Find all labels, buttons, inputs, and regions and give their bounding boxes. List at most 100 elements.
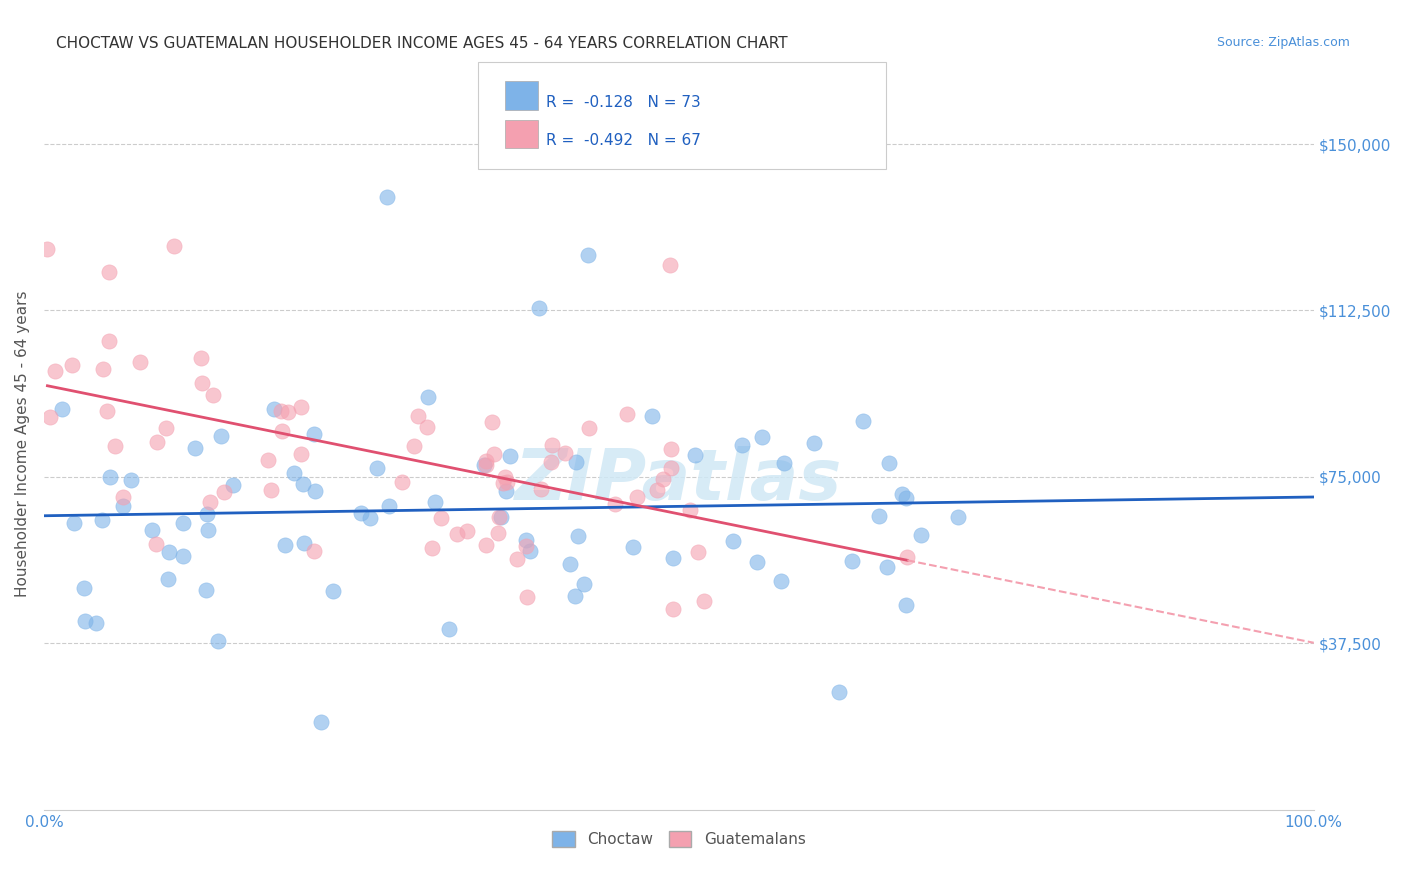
Point xyxy=(63,516,86,530)
Point xyxy=(184,441,207,455)
Point xyxy=(603,497,626,511)
Point xyxy=(270,404,292,418)
Point xyxy=(191,376,214,390)
Point xyxy=(852,414,875,428)
Point xyxy=(141,523,163,537)
Point xyxy=(304,427,326,442)
Point xyxy=(659,258,682,272)
Point xyxy=(302,543,325,558)
Point xyxy=(207,633,229,648)
Text: ZIPatlas: ZIPatlas xyxy=(515,446,842,515)
Point xyxy=(484,447,506,461)
Point xyxy=(416,420,439,434)
Point xyxy=(530,483,553,497)
Point xyxy=(876,560,898,574)
Point xyxy=(488,509,510,524)
Point xyxy=(263,402,285,417)
Point xyxy=(731,438,754,452)
Legend: Choctaw, Guatemalans: Choctaw, Guatemalans xyxy=(546,825,811,854)
Point xyxy=(221,478,243,492)
Point xyxy=(516,590,538,604)
Point xyxy=(366,460,388,475)
Point xyxy=(274,538,297,552)
Point xyxy=(894,598,917,612)
Point xyxy=(616,407,638,421)
Point xyxy=(948,509,970,524)
Y-axis label: Householder Income Ages 45 - 64 years: Householder Income Ages 45 - 64 years xyxy=(15,291,30,597)
Point xyxy=(277,405,299,419)
Point xyxy=(96,404,118,418)
Point xyxy=(721,533,744,548)
Point xyxy=(309,715,332,730)
Point xyxy=(157,544,180,558)
Point xyxy=(578,421,600,435)
Point xyxy=(475,458,498,472)
Point xyxy=(693,594,716,608)
Point xyxy=(679,503,702,517)
Point xyxy=(751,430,773,444)
Point xyxy=(519,544,541,558)
Point xyxy=(37,242,59,256)
Point xyxy=(868,508,890,523)
Point xyxy=(156,572,179,586)
Point xyxy=(209,429,232,443)
Point xyxy=(73,581,96,595)
Point xyxy=(190,351,212,366)
Point xyxy=(322,583,344,598)
Point xyxy=(212,485,235,500)
Point xyxy=(560,557,582,571)
Point xyxy=(576,248,599,262)
Text: Source: ZipAtlas.com: Source: ZipAtlas.com xyxy=(1216,36,1350,49)
Point xyxy=(540,454,562,468)
Point xyxy=(420,541,443,556)
Point xyxy=(554,446,576,460)
Point xyxy=(496,475,519,489)
Point xyxy=(260,483,283,497)
Text: R =  -0.492   N = 67: R = -0.492 N = 67 xyxy=(546,134,700,148)
Point xyxy=(803,436,825,450)
Point xyxy=(375,190,398,204)
Point xyxy=(494,469,516,483)
Point xyxy=(97,334,120,349)
Point xyxy=(198,495,221,509)
Point xyxy=(120,473,142,487)
Point xyxy=(194,582,217,597)
Point xyxy=(661,461,683,475)
Point xyxy=(564,589,586,603)
Point xyxy=(475,538,498,552)
Point xyxy=(896,549,918,564)
Point xyxy=(626,491,648,505)
Point xyxy=(197,524,219,538)
Point xyxy=(98,470,121,484)
Point xyxy=(446,527,468,541)
Point xyxy=(378,500,401,514)
Point xyxy=(439,622,461,636)
Point xyxy=(145,537,167,551)
Point xyxy=(172,549,194,563)
Point xyxy=(515,533,537,548)
Point xyxy=(129,355,152,369)
Point xyxy=(111,499,134,513)
Point xyxy=(44,364,66,378)
Point xyxy=(659,442,682,456)
Point xyxy=(688,545,710,559)
Point xyxy=(39,410,62,425)
Point xyxy=(112,490,135,504)
Point xyxy=(572,577,595,591)
Point xyxy=(283,466,305,480)
Point xyxy=(891,487,914,501)
Point xyxy=(661,602,683,616)
Point xyxy=(828,684,851,698)
Point xyxy=(894,491,917,505)
Point xyxy=(195,507,218,521)
Point xyxy=(769,574,792,589)
Point xyxy=(641,409,664,423)
Point xyxy=(304,484,326,499)
Point xyxy=(910,528,932,542)
Point xyxy=(527,301,550,316)
Point xyxy=(290,400,312,414)
Point xyxy=(257,452,280,467)
Point xyxy=(499,449,522,463)
Point xyxy=(172,516,194,530)
Point xyxy=(271,424,294,438)
